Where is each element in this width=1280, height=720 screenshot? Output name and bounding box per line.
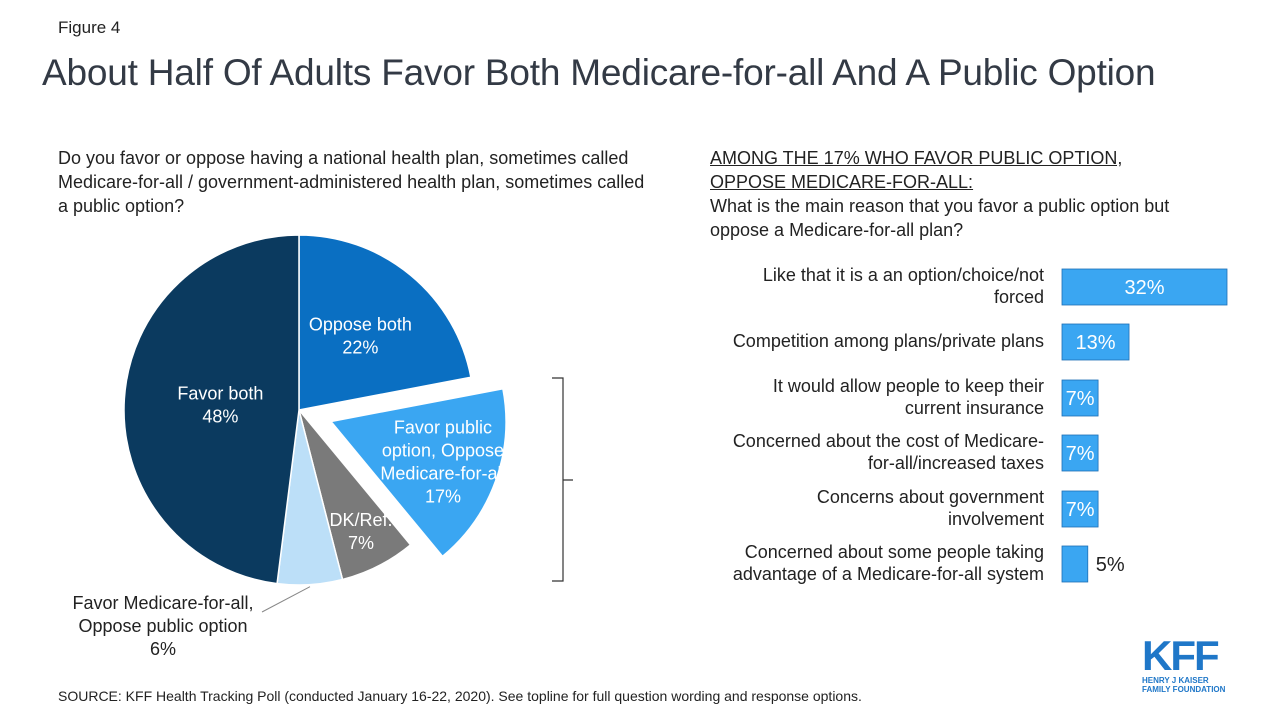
- pie-slice-4: [123, 234, 300, 585]
- bar-heading-line1: AMONG THE 17% WHO FAVOR PUBLIC OPTION,: [710, 148, 1123, 168]
- kff-logo-line2: FAMILY FOUNDATION: [1142, 685, 1226, 694]
- pie-value-label-0: 22%: [342, 337, 378, 357]
- bar-category-label-4: Concerns about government involvement: [816, 487, 1044, 529]
- source-note: SOURCE: KFF Health Tracking Poll (conduc…: [58, 688, 862, 704]
- pie-slice-1: [329, 387, 507, 558]
- bar-0: [1061, 268, 1228, 306]
- bar-category-label-2: It would allow people to keep their curre…: [772, 376, 1044, 418]
- bar-value-label-0: 32%: [1124, 277, 1164, 299]
- bar-heading: AMONG THE 17% WHO FAVOR PUBLIC OPTION, O…: [710, 146, 1230, 242]
- pie-name-label-1: Medicare-for-all: [380, 463, 505, 483]
- pie-name-label-2: DK/Ref.: [329, 510, 392, 530]
- pie-name-label-3: Favor Medicare-for-all,: [72, 593, 253, 613]
- kff-logo-letters: KFF: [1142, 632, 1220, 679]
- pie-name-label-1: Favor public: [394, 417, 492, 437]
- bracket: [552, 377, 573, 582]
- pie-leader-line: [261, 586, 311, 613]
- bar-value-label-3: 7%: [1066, 443, 1095, 465]
- bar-category-label-5: Concerned about some people taking advant…: [732, 542, 1044, 584]
- pie-value-label-4: 48%: [202, 407, 238, 427]
- kff-logo: KFF HENRY J KAISER FAMILY FOUNDATION: [1142, 632, 1237, 698]
- pie-slice-0: [298, 234, 472, 411]
- bar-value-label-4: 7%: [1066, 499, 1095, 521]
- bar-5: [1061, 545, 1089, 583]
- bar-3: [1061, 434, 1099, 472]
- pie-name-label-1: option, Oppose: [382, 440, 504, 460]
- figure-label: Figure 4: [58, 18, 121, 37]
- pie-question: Do you favor or oppose having a national…: [58, 148, 645, 216]
- pie-name-label-4: Favor both: [177, 384, 263, 404]
- bar-value-label-5: 5%: [1096, 554, 1125, 576]
- bar-2: [1061, 379, 1099, 417]
- bar-value-label-1: 13%: [1076, 332, 1116, 354]
- bar-category-label-1: Competition among plans/private plans: [732, 331, 1044, 351]
- pie-name-label-0: Oppose both: [309, 314, 412, 334]
- kff-logo-line1: HENRY J KAISER: [1142, 676, 1209, 685]
- bar-question: What is the main reason that you favor a…: [710, 196, 1170, 240]
- pie-name-label-3: Oppose public option: [78, 616, 247, 636]
- chart-title: About Half Of Adults Favor Both Medicare…: [42, 52, 1156, 93]
- bar-4: [1061, 490, 1099, 528]
- bar-category-label-3: Concerned about the cost of Medicare-for…: [732, 431, 1044, 473]
- pie-value-label-3: 6%: [150, 639, 176, 659]
- bar-value-label-2: 7%: [1066, 388, 1095, 410]
- bar-heading-line2: OPPOSE MEDICARE-FOR-ALL:: [710, 172, 974, 192]
- pie-value-label-1: 17%: [425, 486, 461, 506]
- bar-1: [1061, 323, 1130, 361]
- bar-category-label-0: Like that it is a an option/choice/not fo…: [762, 265, 1044, 307]
- pie-value-label-2: 7%: [348, 533, 374, 553]
